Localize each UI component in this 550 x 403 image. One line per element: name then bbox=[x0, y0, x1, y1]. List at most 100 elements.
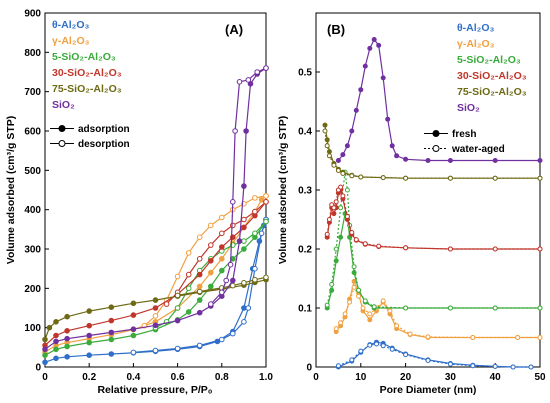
data-point bbox=[241, 183, 247, 189]
panel-a: 0 0.2 0.4 0.6 0.8 1.0 0 100 200 300 400 500 600 700 80… bbox=[5, 9, 273, 397]
data-point bbox=[42, 336, 48, 343]
data-point bbox=[362, 63, 368, 69]
data-point bbox=[389, 346, 395, 352]
data-point bbox=[470, 363, 476, 369]
data-point bbox=[403, 352, 409, 358]
series-line bbox=[324, 130, 540, 179]
data-point bbox=[174, 317, 181, 324]
data-point bbox=[208, 269, 214, 276]
legend-entry: 30-SiO₂-Al₂O₃ bbox=[52, 67, 122, 79]
data-point bbox=[241, 216, 247, 223]
data-point bbox=[185, 271, 192, 278]
data-point bbox=[263, 274, 269, 281]
series-line bbox=[210, 67, 267, 305]
data-point bbox=[219, 336, 225, 343]
data-point bbox=[447, 361, 453, 367]
data-point bbox=[236, 238, 243, 244]
data-point bbox=[387, 308, 393, 314]
data-point bbox=[252, 276, 258, 283]
data-point bbox=[219, 256, 225, 262]
data-point bbox=[263, 65, 269, 71]
series-line bbox=[326, 172, 540, 309]
data-point bbox=[130, 326, 137, 333]
data-point bbox=[53, 332, 59, 339]
series-line bbox=[44, 195, 267, 353]
data-point bbox=[64, 313, 70, 320]
data-point bbox=[196, 309, 203, 316]
data-point bbox=[447, 305, 453, 311]
data-point bbox=[42, 359, 48, 366]
data-point bbox=[241, 319, 247, 325]
data-point bbox=[537, 175, 543, 181]
series-a bbox=[42, 65, 269, 366]
legend-entry: SiO₂ bbox=[52, 99, 75, 111]
data-point bbox=[219, 214, 225, 221]
data-point bbox=[380, 343, 386, 349]
ticks-a: 0 0.2 0.4 0.6 0.8 1.0 0 100 200 300 400 500 600 700 80… bbox=[24, 9, 273, 384]
data-point bbox=[333, 246, 339, 252]
data-point bbox=[196, 234, 203, 240]
data-point bbox=[335, 158, 341, 163]
data-point bbox=[324, 231, 330, 237]
data-point bbox=[196, 342, 203, 349]
data-point bbox=[174, 345, 181, 352]
legend-entry: θ-Al₂O₃ bbox=[457, 22, 495, 34]
data-point bbox=[208, 222, 214, 229]
series-line bbox=[335, 285, 540, 339]
legend-marker-label: desorption bbox=[78, 139, 130, 150]
data-point bbox=[362, 241, 368, 247]
data-point bbox=[353, 107, 359, 113]
x-tick-label: 20 bbox=[400, 372, 412, 383]
data-point bbox=[338, 234, 344, 240]
data-point bbox=[324, 302, 330, 308]
data-point bbox=[263, 199, 269, 205]
x-axis-label-b: Pore Diameter (nm) bbox=[380, 384, 477, 396]
data-point bbox=[403, 175, 409, 181]
data-point bbox=[347, 299, 353, 305]
data-point bbox=[367, 317, 373, 323]
data-point bbox=[230, 330, 236, 337]
data-point bbox=[353, 237, 359, 243]
panel-b: 0 10 20 30 40 50 0 0.1 0.2 0.3 0.4 0.5 (B) Pore Dia… bbox=[277, 12, 546, 396]
data-point bbox=[208, 242, 214, 248]
data-point bbox=[130, 349, 137, 356]
data-point bbox=[335, 363, 341, 369]
data-point bbox=[108, 351, 115, 357]
plot-frame-a bbox=[44, 12, 267, 368]
data-point bbox=[130, 332, 137, 339]
data-point bbox=[254, 69, 261, 75]
data-point bbox=[174, 292, 181, 299]
data-point bbox=[230, 277, 236, 284]
data-point bbox=[86, 322, 92, 329]
data-point bbox=[196, 288, 203, 295]
data-point bbox=[338, 205, 344, 211]
data-point bbox=[349, 173, 355, 179]
y-tick-label: 500 bbox=[24, 166, 41, 177]
y-tick-label: 0.1 bbox=[298, 304, 312, 315]
data-point bbox=[232, 128, 238, 134]
data-point bbox=[208, 283, 214, 290]
legend-entry: γ-Al₂O₃ bbox=[457, 38, 495, 50]
data-point bbox=[185, 285, 192, 292]
series-line bbox=[44, 67, 267, 350]
y-tick-label: 200 bbox=[24, 284, 41, 295]
legend-entry: γ-Al₂O₃ bbox=[52, 35, 90, 47]
data-point bbox=[447, 246, 453, 252]
data-point bbox=[258, 197, 265, 203]
data-point bbox=[537, 158, 543, 163]
x-tick-label: 50 bbox=[534, 372, 546, 383]
series-line bbox=[326, 185, 540, 250]
series-b bbox=[322, 37, 543, 370]
data-point bbox=[163, 301, 170, 307]
data-point bbox=[322, 122, 328, 128]
data-point bbox=[42, 352, 48, 359]
data-point bbox=[241, 224, 247, 231]
data-point bbox=[515, 335, 521, 340]
data-point bbox=[371, 37, 377, 42]
data-point bbox=[340, 171, 346, 176]
legend-entry: 5-SiO₂-Al₂O₃ bbox=[52, 51, 116, 63]
y-tick-label: 0.2 bbox=[298, 245, 312, 256]
y-tick-label: 700 bbox=[24, 87, 41, 98]
data-point bbox=[208, 258, 214, 264]
legend-marker-label: fresh bbox=[452, 129, 476, 140]
